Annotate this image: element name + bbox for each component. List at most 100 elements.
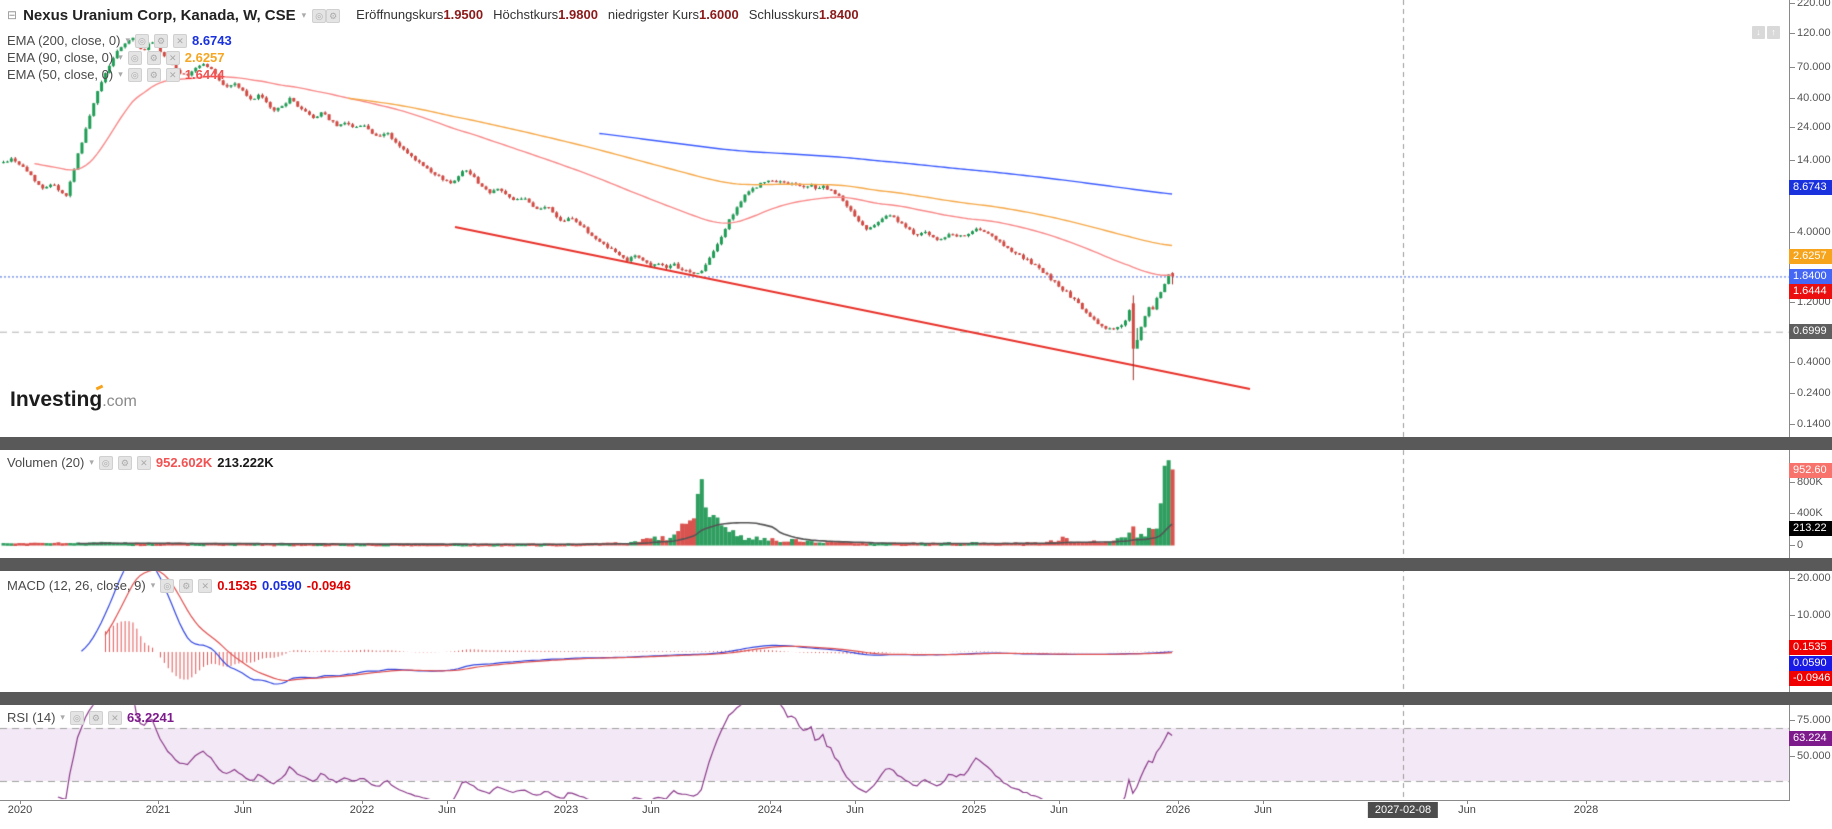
axis-tick	[1789, 545, 1795, 546]
price-axis-border	[1789, 0, 1790, 800]
axis-tick	[1789, 424, 1795, 425]
gear-icon[interactable]: ⚙	[153, 33, 168, 48]
time-tick	[362, 800, 363, 804]
brand-text: Investing	[10, 388, 103, 411]
time-label[interactable]: 2025	[961, 804, 987, 816]
gear-icon[interactable]: ⚙	[88, 710, 103, 725]
gear-icon[interactable]: ⚙	[117, 455, 132, 470]
indicator-name[interactable]: EMA (200, close, 0)	[7, 33, 121, 48]
time-label[interactable]: Jun	[438, 804, 456, 816]
snapshot-icon[interactable]: ◎	[127, 67, 142, 82]
scale-down-button[interactable]: ↓	[1752, 26, 1765, 39]
time-label[interactable]: 2026	[1165, 804, 1191, 816]
axis-price-badge: 8.6743	[1789, 180, 1832, 195]
chevron-down-icon[interactable]: ▾	[150, 580, 156, 590]
axis-tick	[1789, 232, 1795, 233]
rsi-legend: RSI (14) ▾ ◎ ⚙ ✕ 63.2241	[7, 710, 174, 725]
pane-separator[interactable]	[0, 692, 1832, 705]
time-label[interactable]: 2023	[553, 804, 579, 816]
axis-tick	[1789, 756, 1795, 757]
indicator-value: 213.222K	[217, 455, 274, 470]
snapshot-icon[interactable]: ◎	[69, 710, 84, 725]
indicator-value: 0.1535	[217, 578, 258, 593]
time-tick	[855, 800, 856, 804]
close-icon[interactable]: ✕	[198, 578, 213, 593]
time-label[interactable]: Jun	[1254, 804, 1272, 816]
axis-tick-label: 0.1400	[1797, 418, 1831, 430]
snapshot-icon[interactable]: ◎	[98, 455, 113, 470]
axis-price-badge: 0.0590	[1789, 656, 1832, 671]
time-label[interactable]: 2021	[145, 804, 171, 816]
axis-tick	[1789, 482, 1795, 483]
axis-tick	[1789, 98, 1795, 99]
axis-price-badge: 952.60	[1789, 463, 1832, 478]
symbol-title[interactable]: Nexus Uranium Corp, Kanada, W, CSE	[23, 6, 296, 24]
volume-legend: Volumen (20) ▾ ◎ ⚙ ✕ 952.602K 213.222K	[7, 455, 274, 470]
time-label[interactable]: 2022	[349, 804, 375, 816]
gear-icon[interactable]: ⚙	[146, 67, 161, 82]
axis-price-badge: 213.22	[1789, 521, 1832, 536]
snapshot-icon[interactable]: ◎	[312, 9, 327, 23]
indicator-name[interactable]: EMA (90, close, 0)	[7, 50, 114, 65]
chevron-down-icon[interactable]: ▾	[89, 457, 94, 467]
close-icon[interactable]: ✕	[172, 33, 187, 48]
axis-price-badge: 1.8400	[1789, 269, 1832, 284]
time-tick	[20, 800, 21, 804]
time-tick	[243, 800, 244, 804]
chevron-down-icon[interactable]: ▾	[118, 69, 123, 79]
close-icon[interactable]: ✕	[107, 710, 122, 725]
axis-tick	[1789, 33, 1795, 34]
snapshot-icon[interactable]: ◎	[134, 33, 149, 48]
scale-up-button[interactable]: ↑	[1767, 26, 1780, 39]
time-label[interactable]: Jun	[846, 804, 864, 816]
time-axis-border	[0, 800, 1790, 801]
time-label[interactable]: Jun	[1050, 804, 1068, 816]
gear-icon[interactable]: ⚙	[326, 9, 341, 23]
indicator-name[interactable]: EMA (50, close, 0)	[7, 67, 114, 82]
time-label[interactable]: 2020	[7, 804, 33, 816]
chevron-down-icon[interactable]: ▾	[301, 9, 307, 20]
gear-icon[interactable]: ⚙	[179, 578, 194, 593]
time-tick	[770, 800, 771, 804]
indicator-name[interactable]: MACD (12, 26, close, 9)	[7, 578, 146, 593]
time-label[interactable]: 2028	[1573, 804, 1599, 816]
axis-tick	[1789, 67, 1795, 68]
crosshair-date-badge: 2027-02-08	[1367, 802, 1439, 818]
axis-tick	[1789, 160, 1795, 161]
axis-price-badge: 2.6257	[1789, 249, 1832, 264]
chevron-down-icon[interactable]: ▾	[60, 712, 65, 722]
axis-tick-label: 400K	[1797, 507, 1823, 519]
close-icon[interactable]: ✕	[165, 50, 180, 65]
axis-price-badge: 63.224	[1789, 731, 1832, 746]
chevron-down-icon[interactable]: ▾	[125, 35, 130, 45]
collapse-icon[interactable]: ⊟	[7, 8, 18, 22]
axis-tick-label: 120.00	[1797, 27, 1831, 39]
time-tick	[447, 800, 448, 804]
pane-separator[interactable]	[0, 437, 1832, 450]
ohlc-label: Eröffnungskurs	[356, 7, 444, 22]
ohlc-label: Höchstkurs	[493, 7, 559, 22]
header-icons: ◎ ⚙	[312, 6, 341, 24]
snapshot-icon[interactable]: ◎	[160, 578, 175, 593]
brand-suffix: .com	[102, 393, 137, 410]
time-label[interactable]: Jun	[1458, 804, 1476, 816]
time-tick	[1178, 800, 1179, 804]
indicator-name[interactable]: Volumen (20)	[7, 455, 85, 470]
time-label[interactable]: Jun	[234, 804, 252, 816]
time-label[interactable]: 2024	[757, 804, 783, 816]
axis-tick-label: 20.000	[1797, 572, 1831, 584]
axis-tick	[1789, 127, 1795, 128]
close-icon[interactable]: ✕	[136, 455, 151, 470]
gear-icon[interactable]: ⚙	[146, 50, 161, 65]
time-label[interactable]: Jun	[642, 804, 660, 816]
pane-separator[interactable]	[0, 558, 1832, 571]
axis-tick-label: 75.000	[1797, 714, 1831, 726]
chevron-down-icon[interactable]: ▾	[118, 52, 123, 62]
axis-price-badge: -0.0946	[1789, 671, 1832, 686]
snapshot-icon[interactable]: ◎	[127, 50, 142, 65]
axis-tick	[1789, 513, 1795, 514]
indicator-name[interactable]: RSI (14)	[7, 710, 56, 725]
axis-tick-label: 0.4000	[1797, 356, 1831, 368]
close-icon[interactable]: ✕	[165, 67, 180, 82]
